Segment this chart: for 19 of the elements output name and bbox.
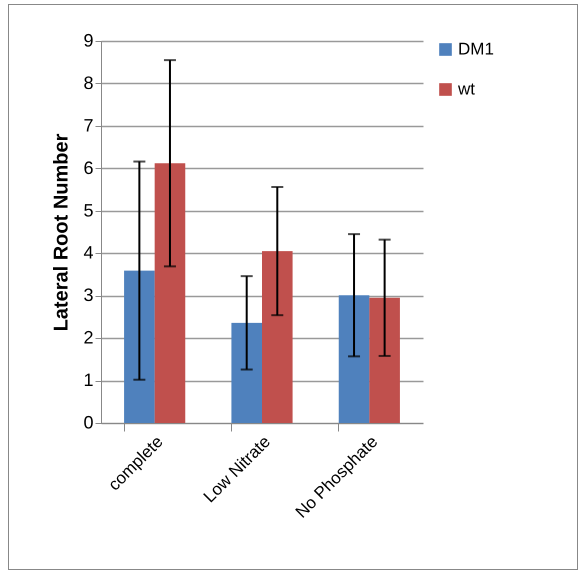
legend-label: DM1	[458, 40, 494, 58]
y-tick-label: 3	[83, 285, 94, 306]
bar	[231, 322, 262, 423]
bar	[124, 270, 155, 423]
bar	[262, 251, 293, 423]
bar	[154, 163, 186, 423]
y-tick-label: 2	[83, 328, 94, 348]
bar	[369, 298, 400, 423]
y-tick-label: 4	[83, 242, 94, 263]
y-tick-label: 1	[83, 370, 94, 390]
y-tick-label: 5	[83, 200, 94, 220]
y-axis-title: Lateral Root Number	[50, 133, 72, 332]
y-tick-label: 6	[83, 158, 94, 178]
y-tick-label: 7	[83, 115, 94, 136]
y-tick-label: 8	[83, 72, 94, 93]
y-tick-label: 0	[83, 412, 94, 432]
legend-label: wt	[457, 80, 476, 98]
bar	[338, 295, 370, 423]
y-tick-label: 9	[83, 30, 94, 50]
